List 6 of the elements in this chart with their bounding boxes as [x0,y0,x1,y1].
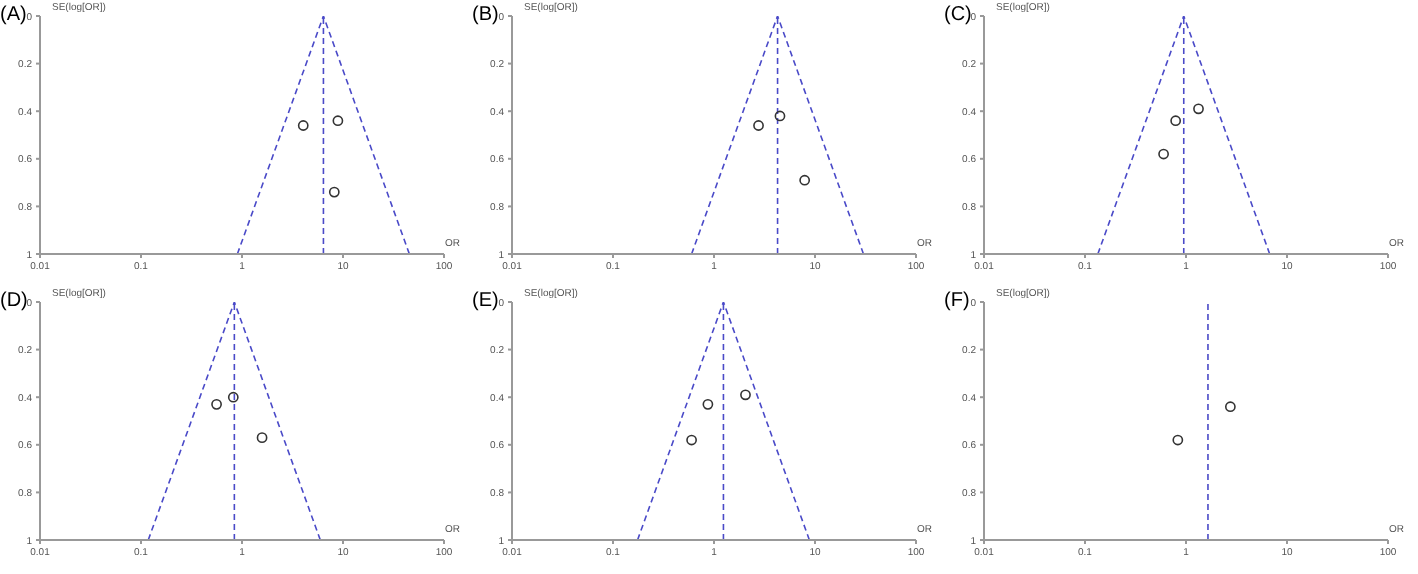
chart-title: (E) [472,290,499,312]
chart-title: (B) [472,4,499,26]
chart-title: (A) [0,4,27,26]
chart-title: (C) [944,4,972,26]
chart-title: (D) [0,290,28,312]
chart-title: (F) [944,290,970,312]
